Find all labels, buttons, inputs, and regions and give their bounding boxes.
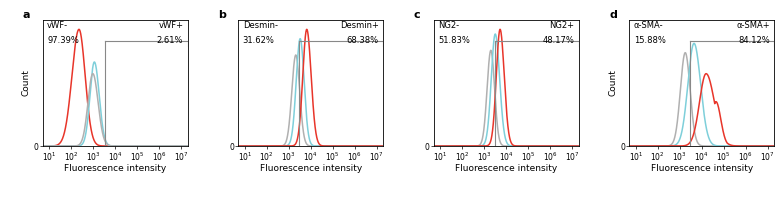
Text: vWF-: vWF- xyxy=(47,21,68,30)
Text: α-SMA+: α-SMA+ xyxy=(736,21,769,30)
X-axis label: Fluorescence intensity: Fluorescence intensity xyxy=(260,164,362,173)
Text: 31.62%: 31.62% xyxy=(243,36,275,45)
Text: Desmin+: Desmin+ xyxy=(340,21,379,30)
Text: 2.61%: 2.61% xyxy=(156,36,184,45)
Text: b: b xyxy=(218,10,226,20)
X-axis label: Fluorescence intensity: Fluorescence intensity xyxy=(650,164,753,173)
Text: NG2-: NG2- xyxy=(438,21,459,30)
Text: c: c xyxy=(414,10,420,20)
Text: a: a xyxy=(23,10,30,20)
Text: 51.83%: 51.83% xyxy=(438,36,470,45)
Y-axis label: Count: Count xyxy=(608,70,618,96)
Text: vWF+: vWF+ xyxy=(158,21,184,30)
Text: 97.39%: 97.39% xyxy=(47,36,79,45)
Text: NG2+: NG2+ xyxy=(549,21,574,30)
Text: Desmin-: Desmin- xyxy=(243,21,278,30)
Text: 68.38%: 68.38% xyxy=(347,36,379,45)
Y-axis label: Count: Count xyxy=(22,70,31,96)
X-axis label: Fluorescence intensity: Fluorescence intensity xyxy=(64,164,166,173)
Text: 15.88%: 15.88% xyxy=(633,36,665,45)
Text: 48.17%: 48.17% xyxy=(542,36,574,45)
X-axis label: Fluorescence intensity: Fluorescence intensity xyxy=(455,164,557,173)
Text: 84.12%: 84.12% xyxy=(738,36,769,45)
Text: d: d xyxy=(609,10,617,20)
Text: α-SMA-: α-SMA- xyxy=(633,21,664,30)
